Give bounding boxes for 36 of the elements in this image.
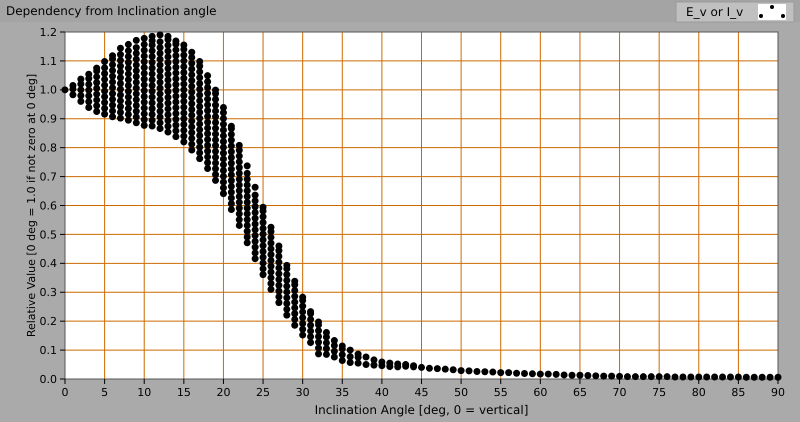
x-tick-label: 0 — [62, 386, 68, 399]
y-tick-label: 0.4 — [40, 257, 57, 270]
x-tick-label: 30 — [296, 386, 310, 399]
x-axis-title: Inclination Angle [deg, 0 = vertical] — [314, 403, 528, 417]
x-tick-label: 20 — [216, 386, 230, 399]
y-tick-label: 0.1 — [40, 344, 57, 357]
x-tick-label: 55 — [494, 386, 508, 399]
chart-title: Dependency from Inclination angle — [6, 4, 217, 18]
x-tick-label: 45 — [414, 386, 428, 399]
y-tick-label: 1.0 — [40, 84, 57, 97]
x-tick-label: 60 — [533, 386, 548, 399]
x-tick-label: 75 — [652, 386, 666, 399]
y-tick-label: 0.5 — [40, 228, 57, 242]
y-axis-title: Relative Value [0 deg = 1.0 if not zero at 0 deg] — [25, 74, 38, 338]
legend-label: E_v or I_v — [686, 5, 744, 19]
y-tick-label: 0.2 — [40, 315, 57, 328]
x-tick-label: 35 — [335, 386, 350, 399]
y-tick-label: 0.9 — [40, 112, 57, 126]
x-tick-label: 80 — [692, 386, 706, 399]
x-tick-label: 5 — [101, 386, 108, 399]
x-tick-label: 25 — [256, 386, 270, 399]
y-tick-label: 0.8 — [40, 142, 57, 155]
x-tick-label: 85 — [731, 386, 746, 399]
y-tick-label: 1.1 — [40, 54, 57, 68]
x-tick-label: 15 — [176, 386, 191, 399]
y-tick-label: 0.7 — [40, 170, 57, 184]
y-tick-label: 0.6 — [40, 199, 57, 212]
y-tick-label: 0.0 — [40, 372, 57, 386]
x-tick-label: 65 — [572, 386, 587, 399]
x-tick-label: 70 — [612, 386, 627, 399]
x-tick-label: 90 — [771, 386, 785, 399]
x-tick-label: 10 — [137, 386, 152, 399]
x-tick-label: 50 — [454, 386, 468, 399]
y-tick-label: 1.2 — [40, 26, 57, 39]
x-tick-label: 40 — [374, 386, 389, 399]
y-tick-label: 0.3 — [40, 286, 57, 300]
